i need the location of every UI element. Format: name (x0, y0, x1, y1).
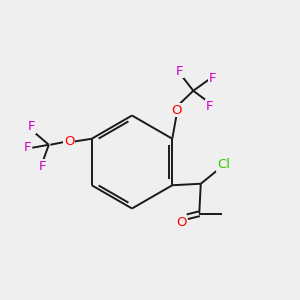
Text: O: O (172, 104, 182, 117)
Text: F: F (206, 100, 214, 113)
Text: F: F (28, 120, 35, 133)
Text: F: F (39, 160, 46, 173)
Text: O: O (64, 135, 74, 148)
Text: F: F (176, 65, 184, 78)
Text: F: F (209, 72, 217, 85)
Text: O: O (176, 216, 187, 229)
Text: F: F (24, 141, 32, 154)
Text: Cl: Cl (217, 158, 230, 171)
